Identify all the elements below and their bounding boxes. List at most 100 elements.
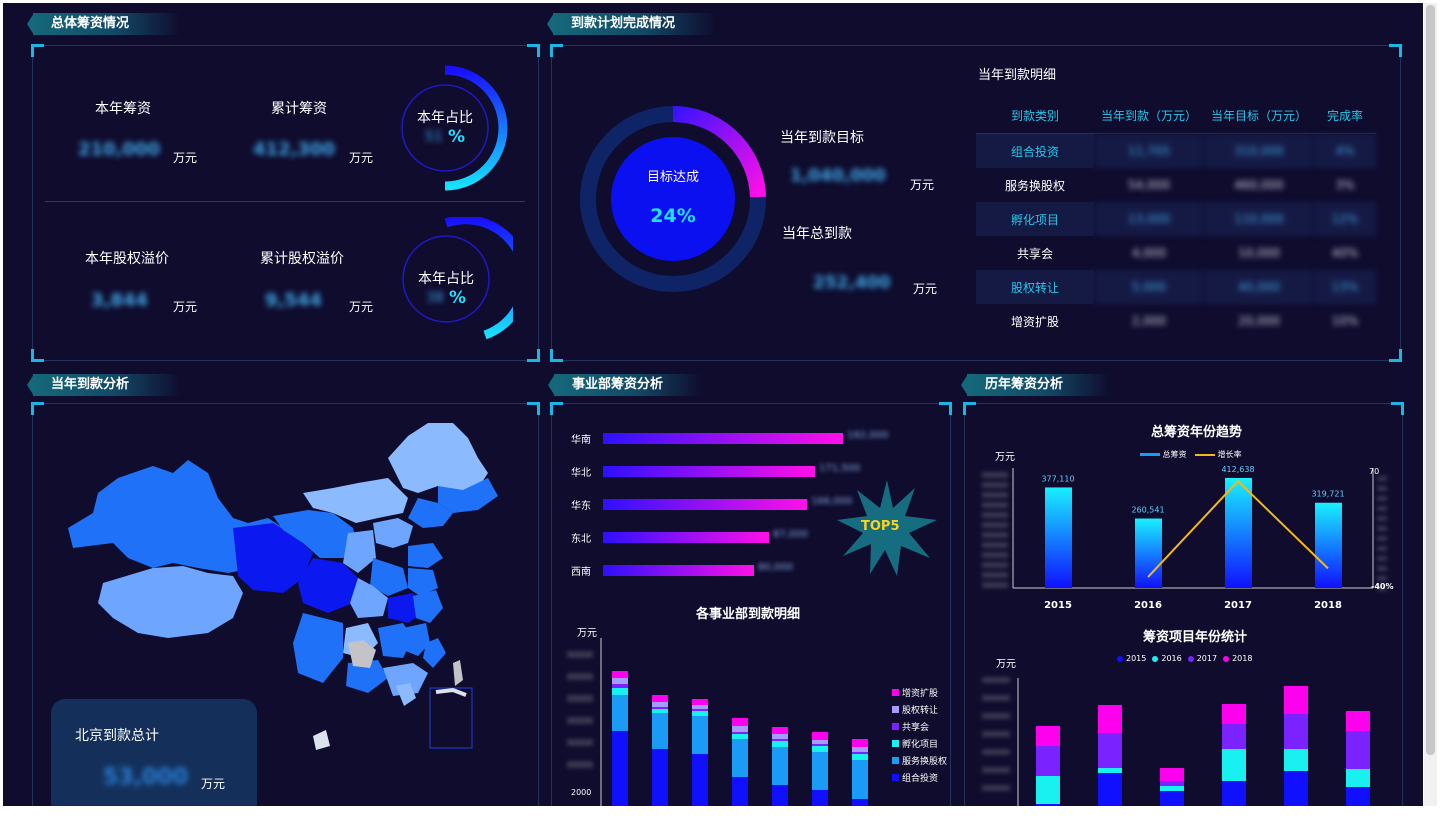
table-cell: 13% (1314, 270, 1376, 304)
table-cell: 5,000 (1094, 270, 1204, 304)
blurred-tick (982, 677, 1010, 683)
col-header: 当年目标（万元） (1204, 97, 1314, 134)
blurred-tick (1377, 576, 1387, 581)
blurred-tick (1377, 536, 1387, 541)
total-premium-value: 9,544 (265, 290, 322, 311)
blurred-tick (567, 695, 593, 702)
division-detail-title: 各事业部到款明细 (696, 607, 801, 622)
legend-swatch (892, 757, 899, 764)
rank-bar (603, 565, 754, 576)
map-region-tibet (98, 566, 243, 638)
stack-segment (612, 671, 628, 678)
table-cell: 2,000 (1131, 314, 1167, 328)
legend-swatch (1223, 655, 1230, 662)
ring-label: 本年占比 (417, 110, 473, 126)
map-inset-box (429, 687, 473, 749)
legend-label: 2017 (1196, 654, 1218, 663)
trend-right-tick-bottom: -40% (1371, 582, 1394, 591)
total-received-value: 252,400 (813, 273, 891, 293)
china-map (68, 423, 498, 750)
map-region-grey (348, 640, 376, 668)
section-title: 总体筹资情况 (51, 16, 130, 31)
stack-segment (612, 695, 628, 731)
ratio-ring-1-text: 本年占比 51% (400, 107, 490, 149)
stack-segment (1098, 705, 1122, 733)
blurred-tick (1377, 496, 1387, 501)
blurred-tick (982, 713, 1010, 719)
blurred-tick (982, 767, 1010, 773)
map-region-guangdong (383, 663, 428, 696)
vertical-scrollbar[interactable] (1424, 3, 1437, 806)
stack-segment (1346, 731, 1370, 769)
division-panel (550, 402, 952, 806)
stack-segment (1098, 733, 1122, 768)
stack-segment (692, 705, 708, 709)
stack-segment (612, 678, 628, 684)
stack-segment (692, 699, 708, 705)
stack-segment (612, 684, 628, 688)
table-cell: 组合投资 (976, 133, 1094, 168)
rank-bar (603, 433, 843, 444)
table-cell: 110,000 (1204, 202, 1314, 236)
map-inset-islands (435, 687, 467, 697)
section-tab-history: 历年筹资分析 (961, 374, 1110, 396)
legend-swatch (1187, 655, 1194, 662)
blurred-tick (567, 651, 593, 658)
stack-segment (1284, 714, 1308, 749)
map-region-inner-mongolia-w (303, 478, 408, 523)
table-row: 股权转让 5,000 40,000 13% (976, 270, 1376, 304)
stack-segment (1036, 776, 1060, 804)
blurred-tick (982, 472, 1008, 478)
map-region-fujian (423, 638, 446, 668)
map-region-henan (370, 558, 408, 596)
table-cell: 4% (1314, 133, 1376, 168)
section-tab-year-analysis: 当年到款分析 (27, 374, 181, 396)
stack-segment (732, 726, 748, 732)
section-tab-overall: 总体筹资情况 (27, 13, 181, 35)
table-row: 增资扩股 2,000 20,000 10% (976, 304, 1376, 338)
total-received-label: 当年总到款 (782, 226, 852, 242)
table-cell: 460,000 (1234, 178, 1284, 192)
blurred-tick (982, 492, 1008, 498)
blurred-tick (1377, 516, 1387, 521)
rank-value: 171,500 (819, 463, 861, 474)
gauge-value: 24% (650, 205, 696, 227)
legend-label: 增长率 (1217, 450, 1242, 459)
stack-segment (1036, 804, 1060, 806)
stack-segment (652, 707, 668, 709)
col-header: 完成率 (1314, 97, 1376, 134)
stack-segment (652, 709, 668, 713)
table-cell: 40% (1331, 246, 1359, 260)
map-region-hainan (313, 730, 330, 750)
table-cell: 12% (1314, 202, 1376, 236)
stack-segment (1222, 781, 1246, 806)
total-premium-label: 累计股权溢价 (260, 251, 344, 267)
blurred-tick (1377, 486, 1387, 491)
top5-label: TOP5 (861, 519, 900, 534)
stack-segment (812, 746, 828, 752)
history-panel (963, 402, 1404, 806)
section-tab-division: 事业部筹资分析 (548, 374, 702, 396)
ratio-ring-1 (401, 65, 508, 191)
stack-segment (852, 754, 868, 760)
starburst-shape (837, 480, 937, 576)
legend-label: 2016 (1161, 654, 1182, 663)
stack-segment (812, 732, 828, 740)
table-cell: 20,000 (1238, 314, 1280, 328)
division-stacked-chart: 2000 (567, 638, 868, 806)
stack-segment (1098, 768, 1122, 773)
table-cell: 40,000 (1204, 270, 1314, 304)
legend-label: 孵化项目 (902, 740, 939, 750)
section-title: 历年筹资分析 (985, 377, 1064, 392)
year-premium-value: 3,844 (91, 290, 148, 311)
scrollbar-thumb[interactable] (1426, 5, 1435, 755)
legend-swatch (1140, 453, 1160, 456)
target-label: 当年到款目标 (780, 130, 864, 146)
total-funding-unit: 万元 (349, 151, 374, 165)
blurred-tick (1377, 586, 1387, 591)
rank-value: 87,000 (773, 529, 808, 540)
bar-data-label: 412,638 (1221, 465, 1254, 474)
blurred-tick (982, 785, 1010, 791)
ratio-ring-2 (402, 217, 513, 340)
gauge-text: 目标达成 24% (613, 166, 733, 227)
